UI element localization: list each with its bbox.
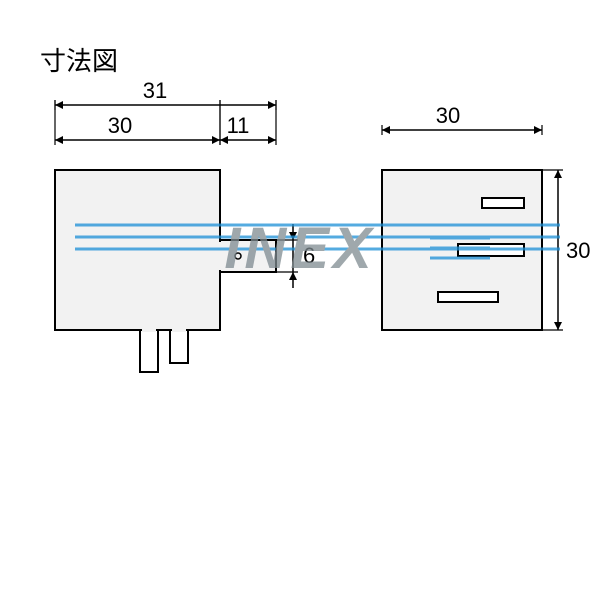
diagram-container: 寸法図31301163030INEX [0, 0, 600, 600]
title-text: 寸法図 [40, 46, 118, 76]
dim-label: 30 [436, 103, 460, 128]
right-slot-1 [482, 198, 524, 208]
dim-label: 30 [108, 113, 132, 138]
watermark-text: INEX [224, 216, 375, 281]
dim-label: 30 [566, 238, 590, 263]
left-pin-1 [140, 330, 158, 372]
left-pin-2 [170, 330, 188, 363]
dim-label: 11 [227, 113, 250, 138]
dimension-diagram: 寸法図31301163030INEX [0, 0, 600, 600]
right-slot-3 [438, 292, 498, 302]
dim-label: 31 [143, 78, 167, 103]
